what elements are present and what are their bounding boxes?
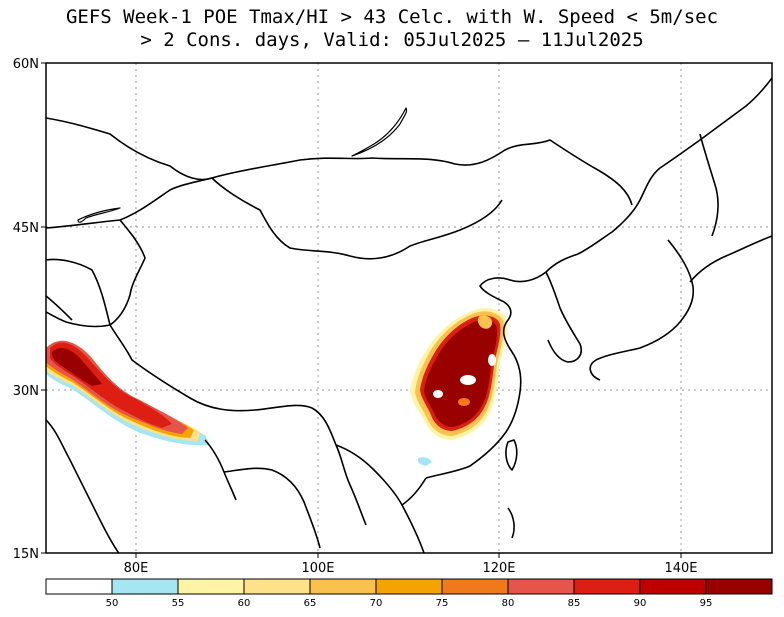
colorbar: 50 55 60 65 70 75 80 85 90 95 bbox=[45, 578, 773, 609]
map-title-line-1: GEFS Week-1 POE Tmax/HI > 43 Celc. with … bbox=[65, 6, 719, 28]
colorbar-swatch bbox=[507, 578, 575, 595]
poe-region-indo-gangetic bbox=[46, 340, 210, 446]
colorbar-swatch bbox=[639, 578, 707, 595]
colorbar-label: 60 bbox=[238, 598, 251, 609]
colorbar-swatch bbox=[45, 578, 113, 595]
lat-tick-label: 60N bbox=[13, 57, 39, 72]
colorbar-label: 65 bbox=[304, 598, 317, 609]
colorbar-swatch bbox=[705, 578, 773, 595]
colorbar-label: 55 bbox=[172, 598, 185, 609]
tick-marks bbox=[41, 62, 682, 558]
lat-tick-label: 30N bbox=[13, 384, 39, 399]
colorbar-swatch bbox=[573, 578, 641, 595]
map-frame bbox=[45, 62, 773, 554]
lon-tick-label: 120E bbox=[482, 561, 515, 576]
map-panel bbox=[46, 63, 772, 553]
colorbar-label: 80 bbox=[502, 598, 515, 609]
colorbar-swatch bbox=[441, 578, 509, 595]
colorbar-swatch bbox=[177, 578, 245, 595]
colorbar-swatch bbox=[111, 578, 179, 595]
lon-tick-label: 80E bbox=[124, 561, 149, 576]
colorbar-label: 75 bbox=[436, 598, 449, 609]
gridlines bbox=[46, 63, 772, 553]
lat-tick-label: 15N bbox=[13, 547, 39, 562]
lon-tick-label: 140E bbox=[664, 561, 697, 576]
colorbar-swatch bbox=[243, 578, 311, 595]
colorbar-label: 95 bbox=[700, 598, 713, 609]
colorbar-label: 85 bbox=[568, 598, 581, 609]
coastlines-borders bbox=[46, 77, 772, 553]
colorbar-swatch bbox=[375, 578, 443, 595]
lat-tick-label: 45N bbox=[13, 221, 39, 236]
lon-tick-label: 100E bbox=[301, 561, 334, 576]
colorbar-swatch bbox=[309, 578, 377, 595]
map-title-line-2: > 2 Cons. days, Valid: 05Jul2025 – 11Jul… bbox=[140, 29, 644, 51]
colorbar-label: 90 bbox=[634, 598, 647, 609]
colorbar-label: 50 bbox=[106, 598, 119, 609]
poe-region-east-china bbox=[410, 308, 508, 466]
colorbar-label: 70 bbox=[370, 598, 383, 609]
